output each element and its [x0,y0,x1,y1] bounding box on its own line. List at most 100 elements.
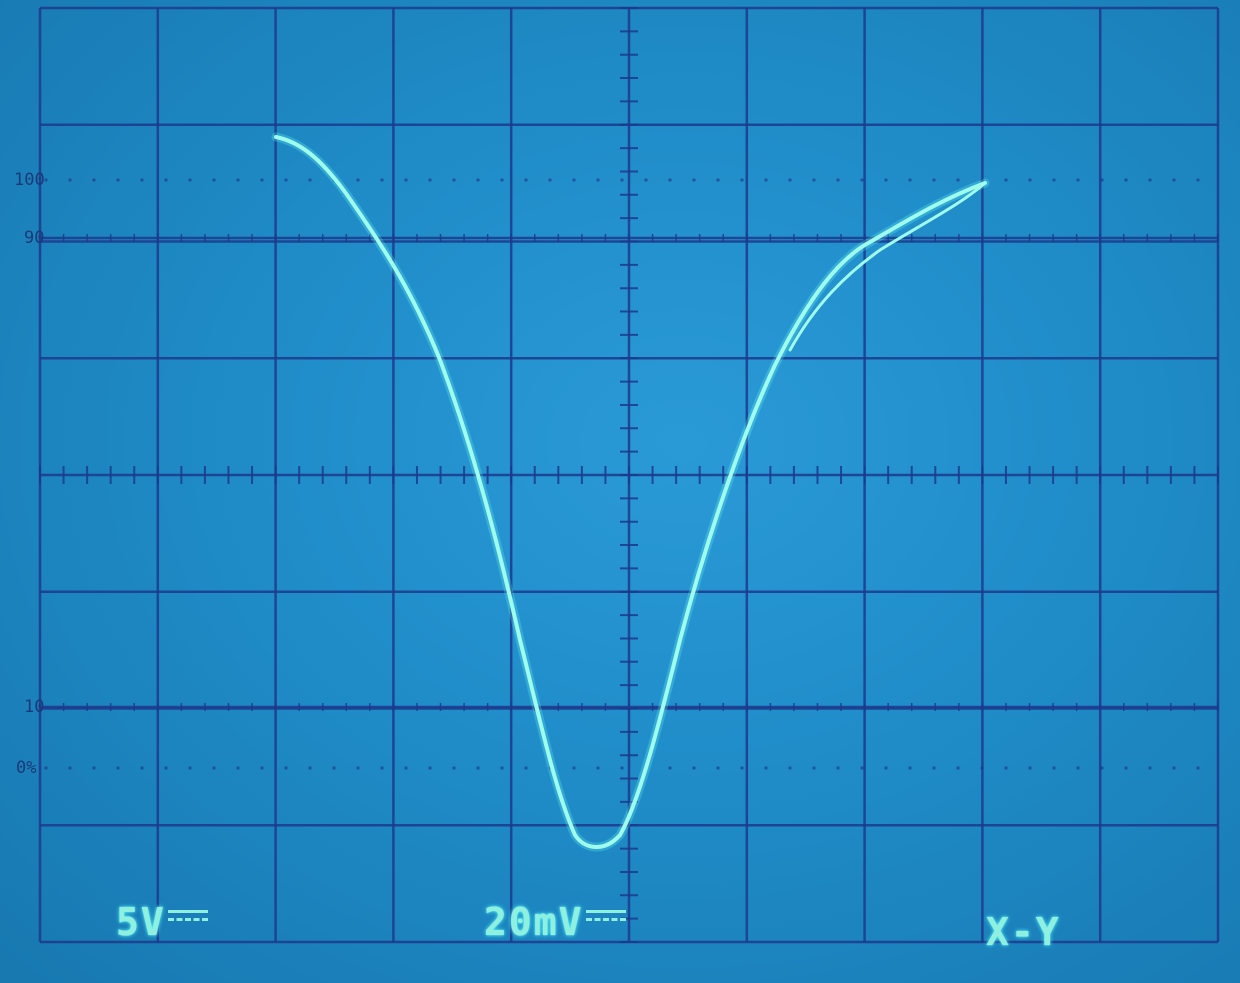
reference-dot [716,766,720,770]
reference-dot [380,766,384,770]
reference-dot [692,766,696,770]
reference-dot [1076,766,1080,770]
reference-dot [788,766,792,770]
ch1-volts-div-text: 5V [116,900,166,944]
ch2-volts-div-readout: 20mV [484,900,626,944]
xy-trace-return [788,181,987,352]
reference-dot [404,766,408,770]
reference-dot [980,766,984,770]
reference-dot [1100,178,1104,182]
reference-dot [140,766,144,770]
reference-dot [1004,178,1008,182]
reference-dot [1004,766,1008,770]
reference-dot [764,178,768,182]
mode-readout: X-Y [986,910,1061,954]
reference-dot [524,178,528,182]
reference-dot [740,766,744,770]
reference-dot [116,178,120,182]
graticule-ticks [39,7,1219,943]
reference-dot [1100,766,1104,770]
reference-dot [476,766,480,770]
reference-dot [932,178,936,182]
reference-dot [812,178,816,182]
reference-dot [212,178,216,182]
reference-dot [812,766,816,770]
reference-dot [284,178,288,182]
reference-dot [452,178,456,182]
reference-dot [500,178,504,182]
reference-dot [380,178,384,182]
ch1-volts-div-readout: 5V [116,900,208,944]
reference-dot [1172,178,1176,182]
reference-dot [524,766,528,770]
reference-dot [332,766,336,770]
reference-dot [548,178,552,182]
reference-dot [596,178,600,182]
reference-dot [1196,178,1200,182]
reference-dot [572,178,576,182]
reference-dot [1148,178,1152,182]
reference-dot [68,178,72,182]
dc-coupling-icon [585,910,626,927]
reference-dot [308,766,312,770]
reference-dot [836,766,840,770]
reference-dot [740,178,744,182]
reference-dot [788,178,792,182]
reference-dot [1028,766,1032,770]
reference-dot [668,766,672,770]
reference-dot [716,178,720,182]
reference-dot [308,178,312,182]
reference-dot [92,178,96,182]
reference-dot [1028,178,1032,182]
reference-dot [692,178,696,182]
reference-dot [980,178,984,182]
reference-dot [1148,766,1152,770]
reference-dot [356,766,360,770]
reference-dot [908,766,912,770]
reference-dot [764,766,768,770]
graticule-dots [44,178,1200,770]
reference-dot [884,766,888,770]
reference-dot [116,766,120,770]
reference-dot [356,178,360,182]
reference-dot [260,766,264,770]
reference-dot [1172,766,1176,770]
dc-coupling-icon [167,910,208,927]
reference-dot [668,178,672,182]
reference-dot [908,178,912,182]
xy-trace [274,135,987,849]
reference-dot [1124,766,1128,770]
reference-dot [1124,178,1128,182]
reference-dot [500,766,504,770]
reference-dot [620,766,624,770]
reference-dot [1052,178,1056,182]
reference-dot [860,766,864,770]
reference-dot [164,766,168,770]
reference-dot [92,766,96,770]
reference-dot [188,766,192,770]
reference-dot [428,178,432,182]
reference-dot [956,178,960,182]
reference-dot [572,766,576,770]
reference-dot [452,766,456,770]
reference-dot [44,178,48,182]
label-10: 10 [24,697,45,717]
reference-dot [260,178,264,182]
reference-dot [956,766,960,770]
reference-dot [1196,766,1200,770]
reference-dot [284,766,288,770]
reference-dot [428,766,432,770]
reference-dot [164,178,168,182]
reference-dot [68,766,72,770]
label-90: 90 [24,228,45,248]
reference-dot [212,766,216,770]
reference-dot [140,178,144,182]
reference-dot [596,766,600,770]
reference-dot [476,178,480,182]
reference-dot [236,766,240,770]
reference-dot [860,178,864,182]
ch2-volts-div-text: 20mV [484,900,584,944]
reference-dot [836,178,840,182]
label-0-percent: 0% [16,758,37,778]
